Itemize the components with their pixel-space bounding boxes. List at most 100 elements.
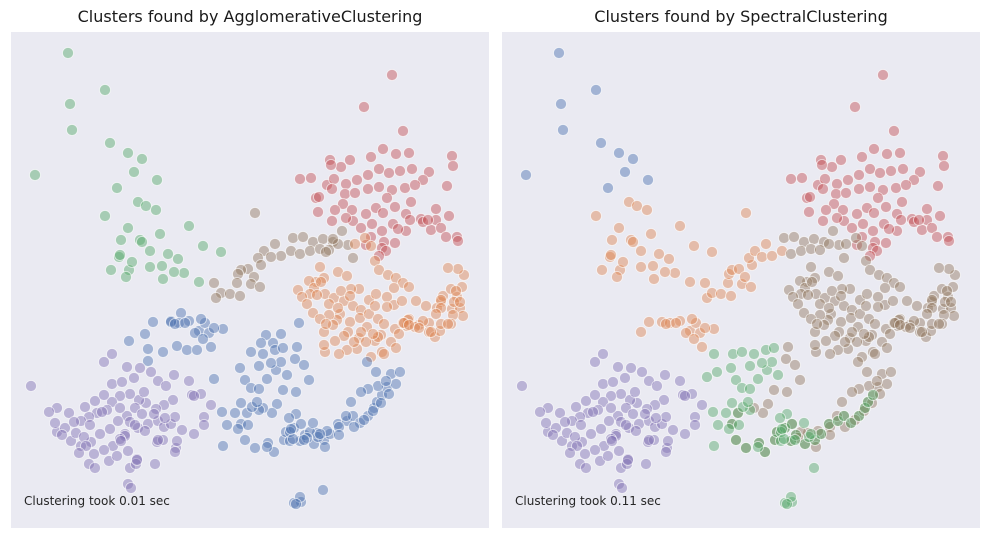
- scatter-point-green: [140, 200, 152, 212]
- scatter-point-purple: [186, 389, 198, 401]
- scatter-point-purple: [597, 348, 609, 360]
- scatter-point-orange: [664, 317, 676, 329]
- scatter-point-brown: [778, 232, 790, 244]
- scatter-point-blue: [283, 412, 295, 424]
- scatter-point-red: [377, 143, 389, 155]
- scatter-point-red: [451, 231, 463, 243]
- scatter-point-brown: [332, 238, 344, 250]
- scatter-point-red: [838, 215, 850, 227]
- scatter-point-blue: [157, 346, 169, 358]
- scatter-point-purple: [667, 424, 679, 436]
- scatter-point-red: [891, 208, 903, 220]
- scatter-point-purple: [619, 372, 631, 384]
- scatter-point-purple: [131, 454, 143, 466]
- scatter-point-orange: [447, 309, 459, 321]
- scatter-point-blue: [355, 386, 367, 398]
- scatter-point-orange: [413, 322, 425, 334]
- scatter-point-purple: [149, 458, 161, 470]
- scatter-point-purple: [198, 411, 210, 423]
- scatter-point-brown: [933, 318, 945, 330]
- scatter-point-red: [337, 198, 349, 210]
- scatter-point-blue: [290, 408, 302, 420]
- scatter-point-red: [819, 173, 831, 185]
- scatter-point-red: [857, 218, 869, 230]
- scatter-point-blue: [208, 322, 220, 334]
- scatter-point-blue: [142, 355, 154, 367]
- scatter-point-purple: [88, 448, 100, 460]
- scatter-point-purple: [566, 440, 578, 452]
- scatter-point-orange: [696, 341, 708, 353]
- scatter-point-brown: [948, 310, 960, 322]
- scatter-point-purple: [124, 388, 136, 400]
- scatter-point-blue: [345, 396, 357, 408]
- scatter-point-orange: [376, 346, 388, 358]
- scatter-point-brown: [840, 238, 852, 250]
- scatter-point-blue: [381, 381, 393, 393]
- scatter-point-blue: [147, 316, 159, 328]
- scatter-point-blue: [627, 153, 639, 165]
- scatter-point-brown: [872, 291, 884, 303]
- scatter-point-blue: [370, 366, 382, 378]
- scatter-point-brown: [844, 283, 856, 295]
- scatter-point-orange: [660, 318, 672, 330]
- scatter-point-purple: [195, 388, 207, 400]
- scatter-point-blue: [195, 313, 207, 325]
- scatter-point-purple: [612, 361, 624, 373]
- scatter-point-orange: [635, 326, 647, 338]
- scatter-point-blue: [239, 374, 251, 386]
- scatter-point-red: [868, 143, 880, 155]
- scatter-point-brown: [894, 281, 906, 293]
- scatter-point-green: [701, 371, 713, 383]
- scatter-point-purple: [84, 419, 96, 431]
- scatter-point-blue: [642, 174, 654, 186]
- spectral-panel: Clusters found by SpectralClustering Clu…: [502, 0, 980, 539]
- scatter-point-brown: [814, 244, 826, 256]
- scatter-point-red: [305, 172, 317, 184]
- scatter-point-red: [888, 125, 900, 137]
- scatter-point-green: [128, 166, 140, 178]
- scatter-point-red: [803, 206, 815, 218]
- scatter-point-red: [430, 203, 442, 215]
- scatter-point-red: [840, 187, 852, 199]
- scatter-point-orange: [680, 327, 692, 339]
- scatter-point-blue: [285, 423, 297, 435]
- scatter-point-purple: [134, 362, 146, 374]
- scatter-point-orange: [385, 336, 397, 348]
- scatter-point-orange: [378, 318, 390, 330]
- scatter-point-blue: [277, 342, 289, 354]
- scatter-point-purple: [198, 419, 210, 431]
- scatter-point-purple: [554, 407, 566, 419]
- scatter-point-green: [120, 271, 132, 283]
- scatter-point-red: [785, 173, 797, 185]
- scatter-point-purple: [89, 462, 101, 474]
- scatter-point-brown: [860, 300, 872, 312]
- scatter-point-red: [389, 201, 401, 213]
- scatter-point-blue: [333, 429, 345, 441]
- scatter-point-orange: [708, 323, 720, 335]
- scatter-point-blue: [307, 417, 319, 429]
- scatter-point-brown: [853, 383, 865, 395]
- scatter-point-blue: [217, 440, 229, 452]
- scatter-point-brown: [936, 318, 948, 330]
- scatter-point-brown: [249, 207, 261, 219]
- scatter-point-purple: [121, 410, 133, 422]
- scatter-point-orange: [686, 313, 698, 325]
- scatter-point-orange: [372, 313, 384, 325]
- scatter-point-blue: [179, 317, 191, 329]
- scatter-point-red: [373, 163, 385, 175]
- scatter-point-green: [790, 429, 802, 441]
- scatter-point-red: [452, 235, 464, 247]
- scatter-point-purple: [660, 446, 672, 458]
- scatter-point-green: [748, 348, 760, 360]
- scatter-point-red: [874, 167, 886, 179]
- scatter-point-blue: [333, 421, 345, 433]
- scatter-point-brown: [921, 308, 933, 320]
- scatter-point-green: [737, 401, 749, 413]
- scatter-point-green: [99, 84, 111, 96]
- scatter-point-brown: [851, 336, 863, 348]
- scatter-point-brown: [320, 246, 332, 258]
- scatter-point-orange: [397, 277, 409, 289]
- scatter-point-purple: [630, 425, 642, 437]
- scatter-point-green: [768, 342, 780, 354]
- scatter-point-red: [406, 163, 418, 175]
